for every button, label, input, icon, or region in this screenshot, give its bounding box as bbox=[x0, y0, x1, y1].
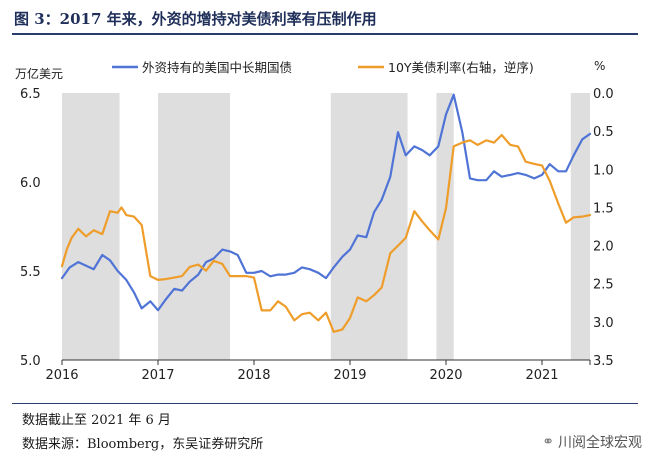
watermark: ⚭ 川阅全球宏观 bbox=[542, 432, 642, 452]
watermark-text: 川阅全球宏观 bbox=[558, 435, 642, 451]
legend-label-foreign-holdings: 外资持有的美国中长期国债 bbox=[142, 60, 292, 75]
wechat-icon: ⚭ bbox=[542, 434, 554, 450]
x-tick-label-4: 2020 bbox=[429, 368, 462, 383]
right-tick-label-6: 3.0 bbox=[593, 316, 614, 331]
shaded-period-1 bbox=[158, 93, 230, 360]
left-tick-label-2: 6.0 bbox=[20, 176, 41, 191]
right-tick-label-7: 3.5 bbox=[593, 354, 614, 369]
left-tick-label-1: 5.5 bbox=[20, 265, 41, 280]
x-tick-label-5: 2021 bbox=[525, 368, 558, 383]
x-tick-label-0: 2016 bbox=[45, 368, 78, 383]
x-tick-label-3: 2019 bbox=[333, 368, 366, 383]
legend-label-10y-yield: 10Y美债利率(右轴，逆序) bbox=[388, 60, 534, 75]
x-tick-label-1: 2017 bbox=[141, 368, 174, 383]
legend: 外资持有的美国中长期国债 10Y美债利率(右轴，逆序) bbox=[112, 60, 534, 75]
shaded-period-0 bbox=[62, 93, 120, 360]
left-tick-label-0: 5.0 bbox=[20, 354, 41, 369]
right-axis-unit: % bbox=[594, 59, 605, 73]
figure-title: 图 3：2017 年来，外资的增持对美债利率有压制作用 bbox=[14, 10, 377, 28]
shaded-period-4 bbox=[570, 93, 590, 360]
chart-svg: 5.0 5.5 6.0 6.5 0.0 0.5 1.0 1.5 2.0 2.5 3.0 3.5 20… bbox=[15, 59, 614, 383]
left-tick-label-3: 6.5 bbox=[20, 87, 41, 102]
x-tick-label-2: 2018 bbox=[237, 368, 270, 383]
series-lines bbox=[60, 93, 592, 333]
right-tick-label-3: 1.5 bbox=[593, 201, 614, 216]
right-tick-label-5: 2.5 bbox=[593, 278, 614, 293]
left-axis-ticks: 5.0 5.5 6.0 6.5 bbox=[20, 87, 41, 369]
right-tick-label-4: 2.0 bbox=[593, 240, 614, 255]
x-axis-ticks: 2016 2017 2018 2019 2020 2021 bbox=[45, 360, 591, 383]
source-note: 数据来源：Bloomberg，东吴证券研究所 bbox=[22, 437, 264, 452]
shaded-period-3 bbox=[436, 93, 454, 360]
title-rule bbox=[12, 33, 638, 35]
right-axis-ticks: 0.0 0.5 1.0 1.5 2.0 2.5 3.0 3.5 bbox=[593, 87, 614, 369]
bottom-rule bbox=[12, 403, 638, 404]
line-foreign-holdings bbox=[60, 93, 592, 312]
right-tick-label-2: 1.0 bbox=[593, 163, 614, 178]
line-10y-yield bbox=[60, 133, 592, 333]
shaded-periods bbox=[62, 93, 590, 360]
right-tick-label-1: 0.5 bbox=[593, 125, 614, 140]
right-tick-label-0: 0.0 bbox=[593, 87, 614, 102]
data-cutoff-note: 数据截止至 2021 年 6 月 bbox=[22, 413, 171, 428]
left-axis-unit: 万亿美元 bbox=[15, 66, 63, 81]
